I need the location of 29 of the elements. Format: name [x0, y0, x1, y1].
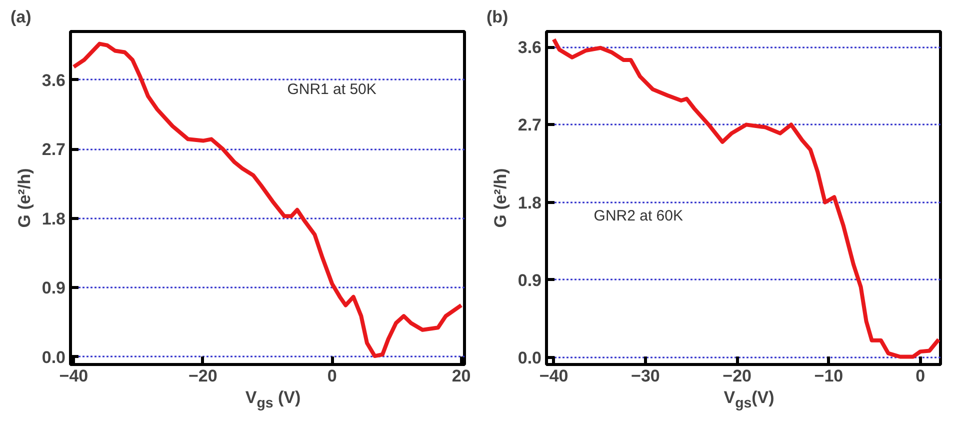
x-tick-label: −20	[722, 366, 752, 386]
line-series	[552, 37, 940, 359]
y-tick-label: 0.0	[42, 348, 66, 367]
line-series	[72, 42, 464, 358]
y-tick-label: 2.7	[518, 116, 542, 135]
y-tick-label: 2.7	[42, 140, 66, 160]
y-tick-label: 3.6	[518, 38, 542, 58]
y-tick-label: 1.8	[42, 209, 66, 228]
x-axis-title: V$_{gs}$(V)	[724, 387, 774, 414]
x-tick-label: 20	[452, 366, 471, 386]
x-axis-title: V$_{gs}$ (V)	[245, 387, 301, 414]
y-axis-title: G (e²/h)	[14, 168, 34, 228]
x-tick-label: 0	[916, 366, 926, 386]
annotation: GNR1 at 50K	[287, 81, 376, 98]
y-tick-label: 1.8	[518, 193, 542, 212]
y-tick-label: 0.0	[518, 348, 542, 368]
y-tick-label: 0.9	[518, 270, 542, 290]
x-tick-label: −30	[631, 366, 660, 386]
chart-title: (b)	[486, 8, 508, 26]
x-tick-label: 0	[327, 366, 337, 386]
x-tick-label: −10	[814, 366, 844, 386]
y-tick-label: 3.6	[42, 70, 66, 90]
y-tick-label: 0.9	[42, 278, 66, 298]
chart-title: (a)	[10, 8, 32, 26]
x-tick-label: −20	[188, 366, 218, 386]
x-tick-label: −40	[59, 366, 88, 386]
x-tick-label: −40	[539, 366, 568, 386]
y-axis-title: G (e²/h)	[490, 168, 510, 228]
annotation: GNR2 at 60K	[594, 208, 683, 225]
